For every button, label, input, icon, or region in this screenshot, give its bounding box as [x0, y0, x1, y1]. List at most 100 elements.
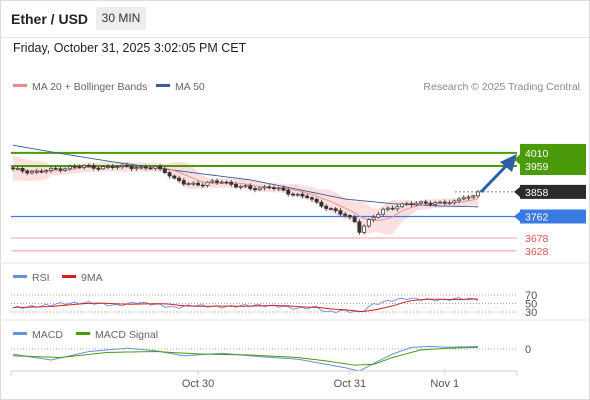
- candle-body: [366, 219, 371, 227]
- candle-body: [115, 166, 120, 169]
- rsi-line: [12, 297, 479, 314]
- candle: [357, 219, 362, 235]
- candle: [343, 211, 348, 218]
- candle-body: [67, 166, 72, 170]
- candle: [96, 166, 101, 172]
- candle: [248, 183, 253, 191]
- candle-body: [153, 166, 158, 169]
- candle-body: [419, 201, 424, 204]
- candle-body: [471, 195, 476, 198]
- candle-body: [300, 193, 305, 197]
- candle: [34, 168, 39, 175]
- candle: [366, 218, 371, 228]
- candle-body: [276, 187, 281, 190]
- resistance-label-pointer: [514, 154, 520, 165]
- candle: [276, 186, 281, 191]
- candle: [25, 169, 30, 176]
- candle-body: [309, 197, 314, 200]
- candle-body: [20, 168, 25, 172]
- candle: [457, 197, 461, 204]
- candle-body: [96, 167, 101, 170]
- candle: [210, 178, 215, 184]
- candle-body: [215, 180, 219, 183]
- interval-button[interactable]: 30 MIN: [96, 7, 146, 30]
- ma50-legend-swatch: [156, 84, 170, 87]
- candle: [395, 204, 400, 212]
- bollinger-bands: [13, 156, 478, 235]
- candle: [352, 214, 357, 224]
- candle: [101, 165, 106, 170]
- candle-body: [281, 187, 286, 191]
- candle-body: [442, 201, 447, 204]
- candle: [20, 165, 25, 174]
- candle: [67, 164, 72, 171]
- x-axis-labels: Oct 30 Oct 31 Nov 1: [182, 371, 459, 390]
- candle-body: [324, 205, 329, 209]
- candle: [181, 178, 186, 187]
- candle: [30, 170, 34, 175]
- candle: [452, 199, 457, 205]
- candle: [476, 189, 480, 198]
- candle-body: [162, 168, 167, 173]
- candle: [44, 169, 49, 174]
- candle: [86, 163, 91, 168]
- candle: [153, 165, 158, 171]
- candlesticks: [11, 162, 480, 235]
- candle: [442, 199, 447, 206]
- candle-body: [63, 168, 68, 171]
- candle-body: [30, 171, 34, 174]
- candle-body: [15, 168, 20, 170]
- candle-body: [476, 191, 480, 197]
- candle: [466, 194, 471, 201]
- candle: [333, 206, 338, 214]
- candle-body: [305, 195, 310, 199]
- candle-body: [272, 187, 276, 190]
- candle: [15, 166, 20, 171]
- candle: [11, 166, 15, 172]
- candle-body: [438, 201, 442, 204]
- candle: [58, 166, 63, 173]
- candle: [390, 205, 395, 211]
- level-label-3762: 3762: [525, 212, 549, 224]
- last-price-label-box: [520, 184, 586, 199]
- candle-body: [58, 168, 63, 171]
- ma20-legend-label: MA 20 + Bollinger Bands: [32, 81, 147, 93]
- candle-body: [319, 201, 324, 207]
- candle: [290, 192, 295, 197]
- candle: [362, 224, 367, 235]
- candle-body: [229, 181, 234, 185]
- candle-body: [172, 175, 177, 179]
- candle: [105, 164, 110, 170]
- candle-body: [101, 166, 106, 170]
- candle-body: [286, 189, 291, 195]
- candle-body: [466, 196, 471, 199]
- candle-body: [224, 181, 229, 184]
- candle-body: [295, 193, 300, 196]
- candle: [234, 181, 238, 189]
- candle-body: [49, 167, 53, 171]
- ma20-line: [12, 166, 479, 221]
- macd-signal-legend-label: MACD Signal: [95, 329, 158, 341]
- last-price-label-pointer: [514, 186, 520, 197]
- candle-body: [77, 166, 82, 169]
- candle-body: [167, 172, 172, 177]
- candle: [224, 180, 229, 185]
- candle: [267, 184, 272, 190]
- candle: [309, 196, 314, 202]
- candle: [338, 208, 343, 217]
- candle: [243, 184, 248, 188]
- macd-signal-legend-swatch: [76, 332, 90, 335]
- candle-body: [262, 186, 267, 189]
- rsi-ma-legend-label: 9MA: [81, 272, 103, 284]
- candle-body: [120, 164, 125, 168]
- candle-body: [347, 215, 352, 218]
- candle: [428, 200, 433, 207]
- candle-body: [148, 167, 153, 170]
- candle: [120, 163, 125, 170]
- candle-body: [390, 207, 395, 210]
- candle-body: [371, 216, 376, 221]
- candle-body: [25, 170, 30, 174]
- candle: [139, 165, 144, 170]
